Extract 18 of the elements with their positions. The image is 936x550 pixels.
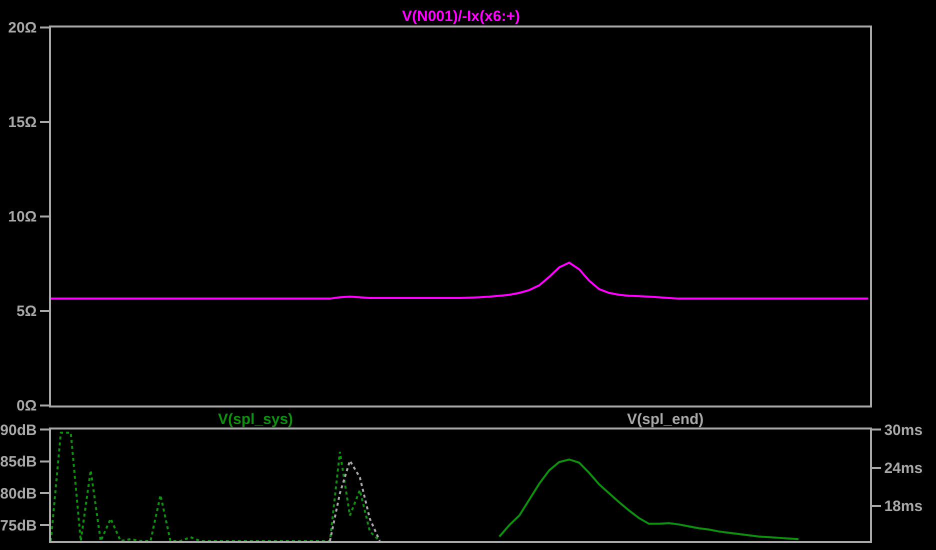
line-series xyxy=(498,458,800,540)
y-tick-label: 85dB xyxy=(0,454,38,471)
text: V(N001)/-Ix(x6:+) xyxy=(402,8,520,25)
line-series xyxy=(50,432,381,541)
y-tick-label: 5Ω xyxy=(16,303,37,320)
y2-tick-label: 24ms xyxy=(884,460,923,478)
y-tick-label: 10Ω xyxy=(8,208,37,226)
y-tick-label: 20Ω xyxy=(8,20,37,37)
y-tick-label: 90dB xyxy=(0,422,38,439)
y-tick-label: 0Ω xyxy=(16,398,37,415)
text: V(spl_sys) xyxy=(218,411,294,428)
y-tick-label: 75dB xyxy=(0,517,38,534)
y2-tick-label: 30ms xyxy=(884,422,923,439)
line-series xyxy=(50,262,870,300)
text: V(spl_end) xyxy=(627,411,704,428)
y-tick-label: 80dB xyxy=(0,485,38,502)
y-tick-label: 15Ω xyxy=(8,114,37,132)
y2-tick-label: 18ms xyxy=(884,498,923,516)
